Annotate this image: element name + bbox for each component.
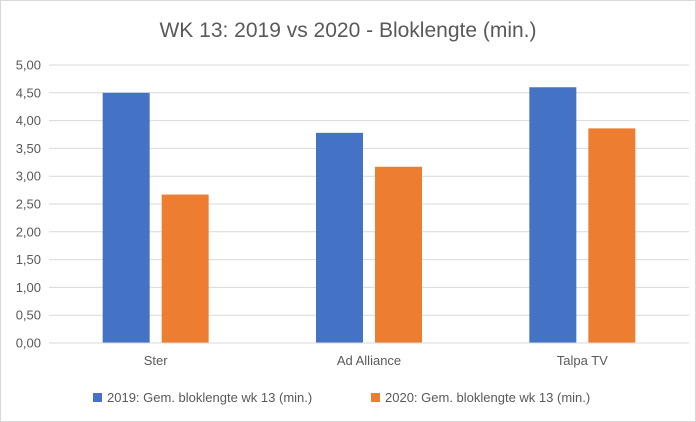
y-tick-label: 5,00 xyxy=(16,58,41,73)
bar-2019-ad-alliance xyxy=(316,132,363,343)
category-label: Talpa TV xyxy=(557,353,608,368)
bar-2020-ster xyxy=(161,194,209,343)
y-tick-label: 4,00 xyxy=(16,113,41,128)
bar-2020-ad-alliance xyxy=(375,166,422,343)
bars xyxy=(102,87,636,344)
legend-label: 2020: Gem. bloklengte wk 13 (min.) xyxy=(385,390,590,405)
y-tick-label: 1,00 xyxy=(16,280,41,295)
category-label: Ad Alliance xyxy=(337,353,401,368)
bar-2019-talpa-tv xyxy=(529,87,577,344)
y-tick-label: 3,50 xyxy=(16,141,41,156)
y-axis-tick-labels: 0,00 0,50 1,00 1,50 2,00 2,50 3,00 3,50 4,00 4,50… xyxy=(16,58,41,351)
y-tick-label: 0,00 xyxy=(16,336,41,351)
y-tick-label: 0,50 xyxy=(16,308,41,323)
chart-title: WK 13: 2019 vs 2020 - Bloklengte (min.) xyxy=(159,19,536,42)
gridlines xyxy=(49,64,689,316)
bar-2020-talpa-tv xyxy=(588,128,636,343)
category-label: Ster xyxy=(144,353,169,368)
legend: 2019: Gem. bloklengte wk 13 (min.) 2020: … xyxy=(93,390,590,405)
y-tick-label: 2,00 xyxy=(16,224,41,239)
y-tick-label: 1,50 xyxy=(16,252,41,267)
y-tick-label: 3,00 xyxy=(16,169,41,184)
legend-swatch xyxy=(371,393,380,402)
bar-2019-ster xyxy=(102,92,150,343)
legend-swatch xyxy=(93,393,102,402)
y-tick-label: 4,50 xyxy=(16,85,41,100)
legend-label: 2019: Gem. bloklengte wk 13 (min.) xyxy=(107,390,312,405)
x-axis-category-labels: Ster Ad Alliance Talpa TV xyxy=(144,353,608,368)
y-tick-label: 2,50 xyxy=(16,197,41,212)
